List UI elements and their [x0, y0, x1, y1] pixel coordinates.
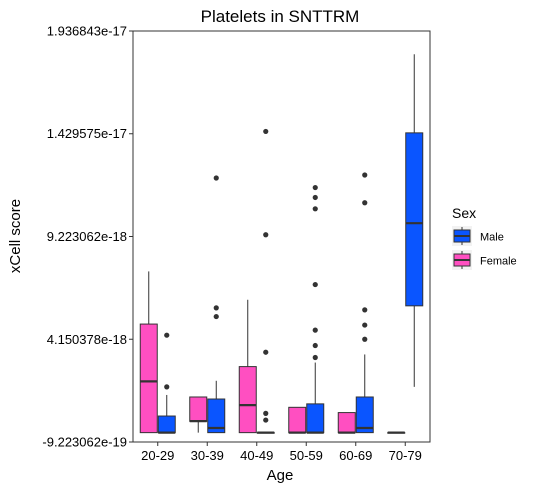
- outlier-point: [362, 200, 368, 206]
- legend: Sex Male Female: [452, 205, 517, 270]
- outlier-point: [263, 128, 269, 135]
- outlier-point: [362, 336, 368, 342]
- outlier-point: [312, 342, 318, 349]
- box-iqr: [355, 396, 374, 434]
- legend-title: Sex: [452, 205, 476, 221]
- outlier-point: [362, 307, 368, 313]
- outlier-point: [263, 417, 269, 423]
- box-female-40-49: [238, 299, 257, 434]
- box-male-20-29: [157, 332, 176, 434]
- outlier-point: [312, 184, 318, 191]
- y-tick-label: -9.223062e-19: [42, 435, 127, 450]
- box-iqr: [207, 398, 226, 434]
- x-axis-title: Age: [267, 467, 294, 484]
- outlier-point: [263, 410, 269, 416]
- x-axis: 20-29 30-39 40-49 50-59 60-69 70-79: [141, 442, 422, 463]
- x-tick-label: 30-39: [191, 448, 224, 463]
- legend-label: Male: [480, 232, 504, 244]
- y-tick-label: 4.150378e-18: [47, 332, 127, 347]
- box-male-30-39: [207, 175, 226, 434]
- box-iqr: [238, 366, 257, 434]
- box-male-60-69: [355, 172, 374, 434]
- x-tick-label: 40-49: [240, 448, 273, 463]
- box-iqr: [337, 412, 356, 434]
- box-iqr: [189, 396, 208, 422]
- box-female-60-69: [337, 412, 356, 434]
- y-tick-label: 1.429575e-17: [47, 126, 127, 141]
- outlier-point: [164, 384, 170, 390]
- box-iqr: [288, 406, 307, 434]
- y-tick-label: 1.936843e-17: [47, 24, 127, 39]
- y-tick-label: 9.223062e-18: [47, 229, 127, 244]
- legend-item-male: Male: [452, 226, 504, 246]
- box-iqr: [306, 403, 325, 434]
- outlier-point: [213, 313, 219, 320]
- box-male-40-49: [256, 128, 275, 434]
- outlier-point: [312, 281, 318, 288]
- legend-item-female: Female: [452, 250, 517, 270]
- legend-label: Female: [480, 256, 517, 268]
- outlier-point: [263, 232, 269, 238]
- outlier-point: [312, 354, 318, 361]
- outlier-point: [362, 322, 368, 328]
- outlier-point: [213, 305, 219, 311]
- box-female-20-29: [139, 271, 158, 434]
- plot-panel: [132, 30, 431, 443]
- box-female-30-39: [189, 396, 208, 433]
- outlier-point: [164, 332, 170, 338]
- outlier-point: [312, 194, 318, 201]
- box-iqr: [157, 415, 176, 434]
- box-iqr: [405, 132, 424, 307]
- chart-title: Platelets in SNTTRM: [201, 7, 360, 26]
- x-tick-label: 60-69: [339, 448, 372, 463]
- box-female-50-59: [288, 406, 307, 434]
- y-axis-title: xCell score: [7, 199, 24, 273]
- y-axis: -9.223062e-19 4.150378e-18 9.223062e-18 1.4…: [42, 24, 133, 450]
- box-male-70-79: [405, 54, 424, 387]
- outlier-point: [263, 349, 269, 355]
- box-female-70-79: [387, 431, 406, 434]
- x-tick-label: 20-29: [141, 448, 174, 463]
- panel-border: [132, 30, 431, 443]
- outlier-point: [362, 172, 368, 178]
- box-iqr: [139, 323, 158, 434]
- x-tick-label: 50-59: [290, 448, 323, 463]
- outlier-point: [312, 327, 318, 333]
- outlier-point: [312, 206, 318, 212]
- x-tick-label: 70-79: [389, 448, 422, 463]
- outlier-point: [213, 175, 219, 181]
- box-male-50-59: [306, 184, 325, 434]
